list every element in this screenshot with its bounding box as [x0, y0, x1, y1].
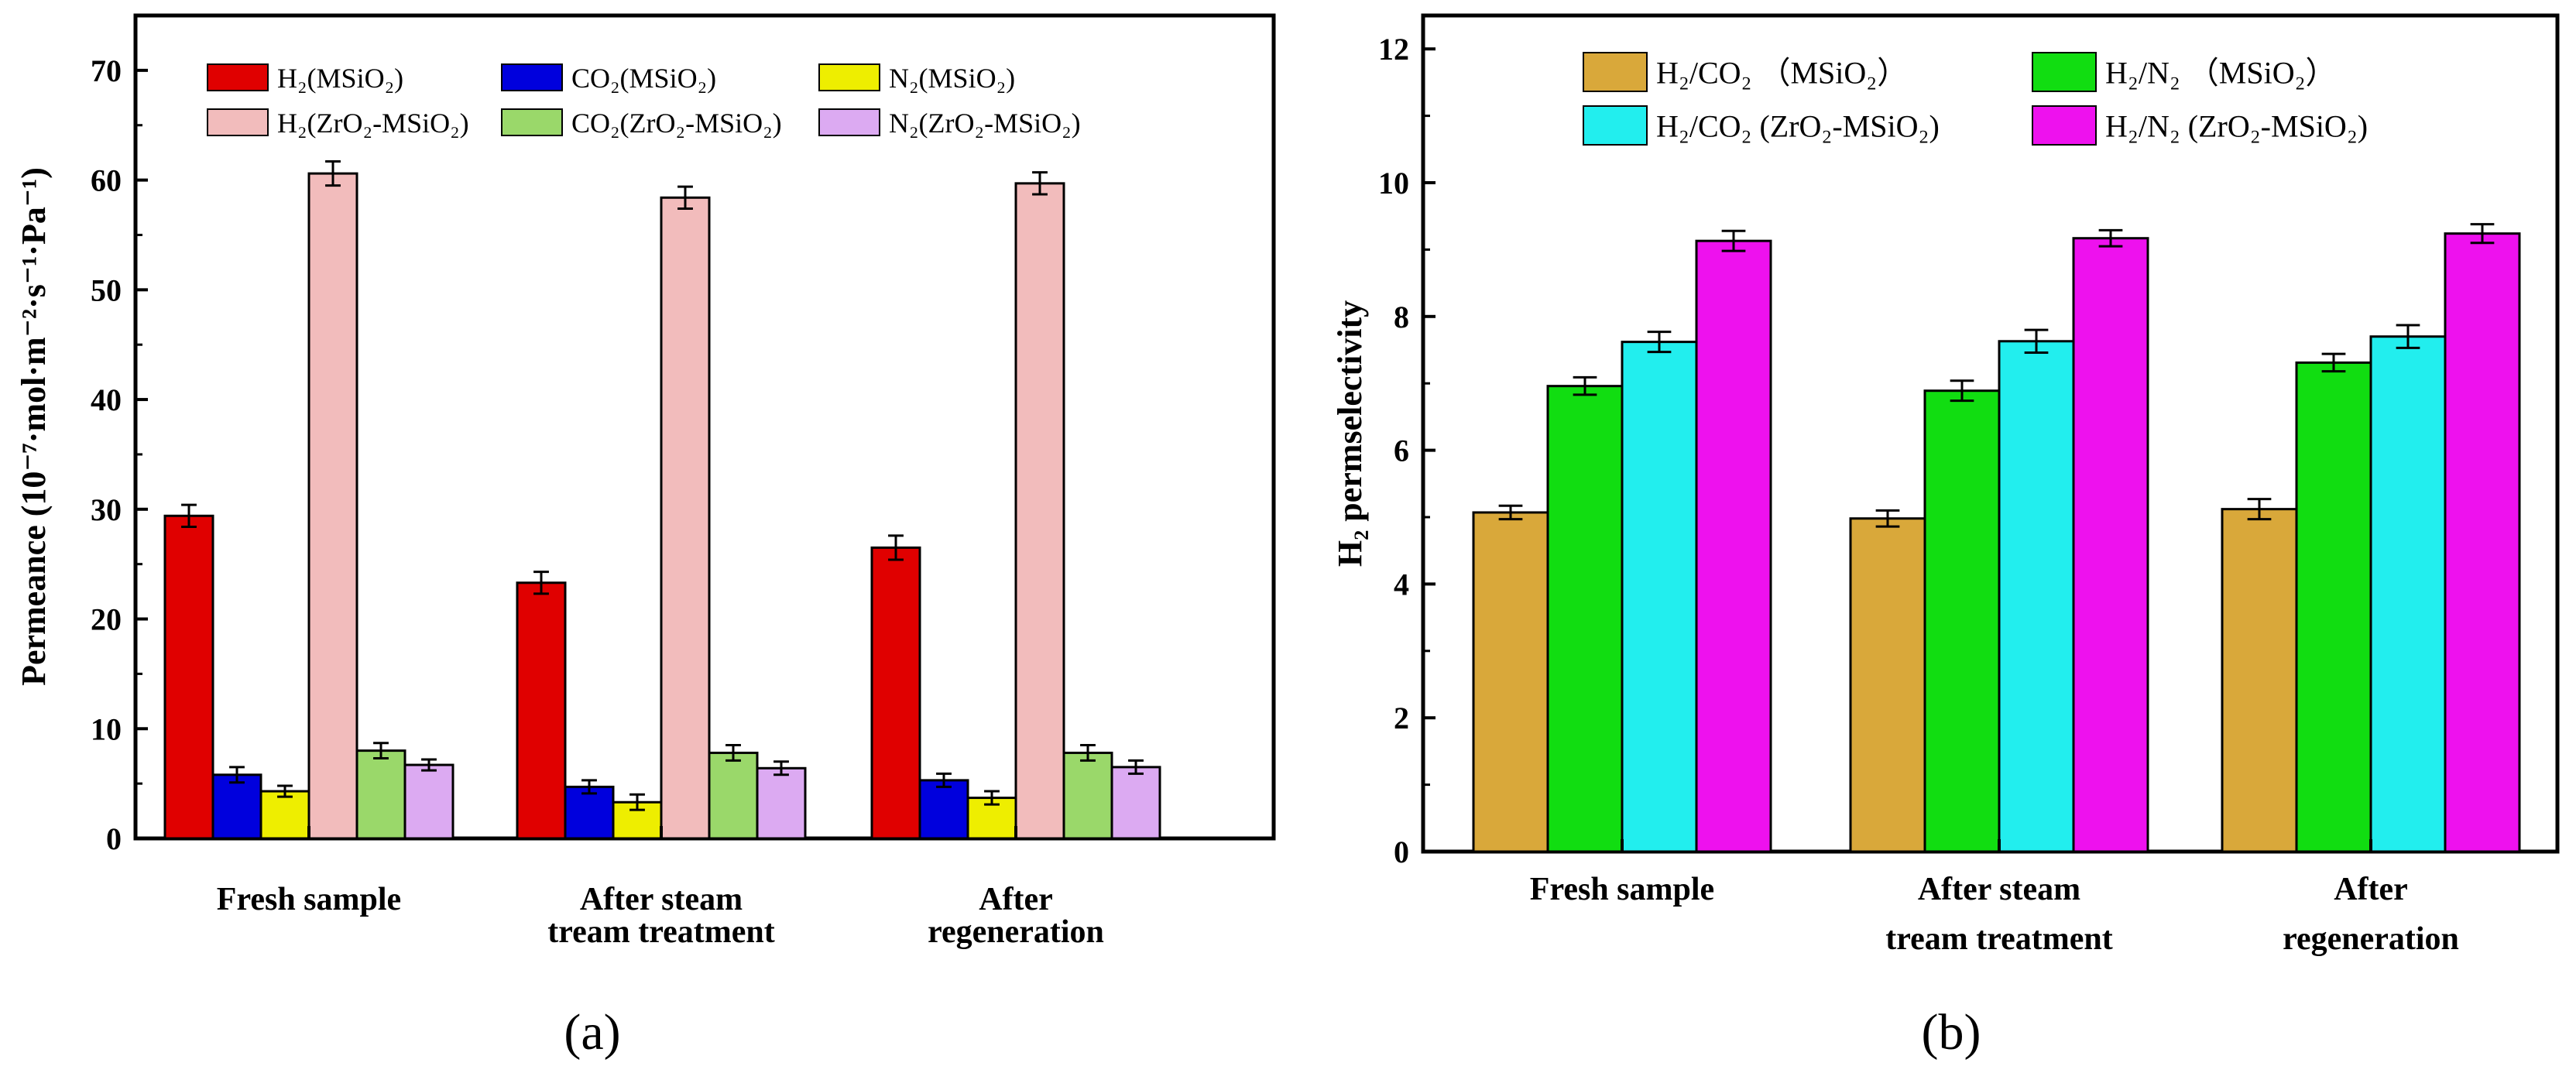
chart-a-y-axis-label: Permeance (10⁻⁷·mol·m⁻²·s⁻¹·Pa⁻¹) [15, 167, 53, 686]
chart-a-bar [1062, 751, 1113, 840]
chart-a-y-tick-label: 50 [91, 273, 122, 307]
chart-a-category-label: After steam [580, 882, 743, 917]
chart-a-y-tick-label: 20 [91, 602, 122, 637]
chart-a: (a) Permeance (10⁻⁷·mol·m⁻²·s⁻¹·Pa⁻¹) 0 1… [15, 13, 1276, 1061]
chart-a-legend-swatch [207, 108, 269, 136]
chart-b-bar [1695, 239, 1772, 853]
chart-a-legend-label: N₂(ZrO₂-MSiO₂) [889, 108, 1081, 139]
chart-b-bar [1923, 389, 2001, 853]
chart-a-bar [1110, 766, 1161, 840]
chart-a-bar [870, 546, 921, 840]
chart-a-y-tick-label: 30 [91, 492, 122, 527]
chart-a-legend-swatch [501, 108, 563, 136]
chart-a-legend-label: N₂(MSiO₂) [889, 63, 1015, 94]
chart-a-bar [660, 196, 711, 840]
chart-b-legend-label: H₂/CO₂ （MSiO₂） [1656, 55, 1908, 90]
chart-a-bar [211, 773, 262, 840]
chart-a-bar [1014, 182, 1065, 840]
chart-b-bar [2444, 232, 2521, 853]
chart-b: (b) H₂ permselectivity 0 2 4 6 8 10 12 Fresh sa… [1331, 13, 2560, 1061]
chart-a-legend-swatch [501, 63, 563, 91]
chart-a-y-tick-label: 40 [91, 382, 122, 417]
chart-a-bar [163, 514, 214, 840]
chart-a-bar [259, 790, 310, 840]
chart-a-bar [708, 751, 759, 840]
chart-a-category-label: tream treatment [547, 914, 774, 950]
chart-a-bar [918, 779, 969, 840]
chart-b-legend-swatch [1583, 105, 1648, 146]
chart-a-bar [756, 766, 807, 840]
chart-a-legend-label: H₂(MSiO₂) [277, 63, 403, 94]
chart-b-category-label: tream treatment [1885, 921, 2112, 957]
chart-a-bar [966, 797, 1017, 840]
chart-b-category-label: regeneration [2283, 921, 2459, 957]
chart-a-panel-label: (a) [564, 1004, 620, 1061]
chart-a-y-tick-label: 10 [91, 711, 122, 746]
chart-a-category-label: regeneration [928, 914, 1104, 950]
chart-b-bar [1621, 341, 1698, 853]
chart-a-legend-swatch [818, 108, 880, 136]
chart-b-y-tick-label: 2 [1394, 701, 1409, 735]
chart-b-bar [1998, 340, 2075, 853]
chart-a-y-tick-label: 70 [91, 53, 122, 88]
chart-b-category-label: Fresh sample [1530, 872, 1714, 907]
chart-b-y-tick-label: 6 [1394, 434, 1409, 468]
chart-b-bar [1546, 385, 1624, 853]
chart-b-y-tick-label: 8 [1394, 300, 1409, 334]
chart-a-legend-swatch [818, 63, 880, 91]
chart-b-category-label: After steam [1918, 872, 2080, 907]
chart-b-y-axis-label: H₂ permselectivity [1331, 300, 1369, 567]
chart-a-legend-swatch [207, 63, 269, 91]
chart-b-y-tick-label: 4 [1394, 567, 1409, 602]
chart-b-legend-label: H₂/N₂ （MSiO₂） [2105, 55, 2337, 90]
chart-b-bar [2072, 237, 2149, 853]
chart-a-category-label: Fresh sample [217, 882, 401, 917]
chart-a-category-label: After [979, 882, 1053, 917]
chart-b-legend-label: H₂/CO₂ (ZrO₂-MSiO₂) [1656, 108, 1940, 143]
chart-b-bar [1472, 511, 1549, 853]
chart-b-bar [2295, 361, 2372, 853]
chart-b-bar [1849, 517, 1926, 853]
chart-b-category-label: After [2334, 872, 2408, 907]
chart-a-bar [307, 172, 358, 840]
chart-a-bar [564, 785, 615, 840]
chart-b-bar [2221, 508, 2298, 853]
chart-a-bar [516, 581, 567, 840]
chart-a-legend-label: CO₂(MSiO₂) [571, 63, 716, 94]
chart-b-panel-label: (b) [1922, 1004, 1981, 1061]
chart-b-y-tick-label: 0 [1394, 835, 1409, 869]
chart-b-bar [2369, 335, 2447, 853]
chart-b-legend-label: H₂/N₂ (ZrO₂-MSiO₂) [2105, 108, 2368, 143]
chart-a-legend-label: H₂(ZrO₂-MSiO₂) [277, 108, 469, 139]
chart-a-legend-label: CO₂(ZrO₂-MSiO₂) [571, 108, 782, 139]
chart-b-legend-swatch [2032, 52, 2097, 92]
chart-b-y-tick-label: 10 [1378, 166, 1409, 201]
chart-b-y-tick-label: 12 [1378, 32, 1409, 67]
chart-a-bar [403, 763, 454, 840]
chart-a-y-tick-label: 60 [91, 163, 122, 198]
chart-a-y-tick-label: 0 [106, 821, 122, 856]
chart-b-legend-swatch [1583, 52, 1648, 92]
chart-b-legend-swatch [2032, 105, 2097, 146]
chart-a-bar [355, 749, 406, 840]
